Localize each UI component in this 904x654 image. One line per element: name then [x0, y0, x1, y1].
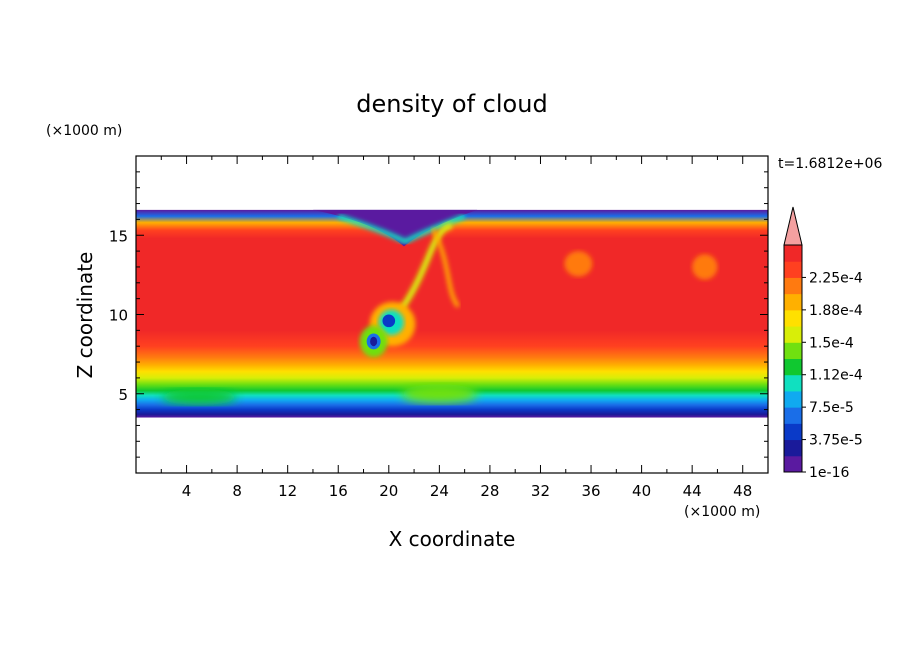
disturbance-features: [161, 209, 718, 405]
x-tick-label: 28: [480, 482, 499, 500]
time-label: t=1.6812e+06: [778, 156, 882, 172]
x-tick-label: 40: [632, 482, 651, 500]
colorbar-frame: [783, 244, 803, 473]
colorbar-segment: [784, 374, 802, 392]
colorbar-segment: [784, 390, 802, 408]
colorbar-label: 7.5e-5: [809, 400, 854, 416]
x-axis-label: X coordinate: [389, 527, 516, 551]
chart-title: density of cloud: [356, 90, 547, 118]
colorbar-segment: [784, 439, 802, 457]
colorbar-overflow-triangle: [783, 206, 803, 246]
colorbar-segment: [784, 407, 802, 424]
y-tick-label: 5: [118, 386, 128, 404]
colorbar-segment: [784, 309, 802, 327]
warm-spot-1: [564, 251, 593, 277]
y-axis-label: Z coordinate: [73, 252, 97, 379]
colorbar-segment: [784, 293, 802, 311]
x-tick-label: 44: [683, 482, 702, 500]
colorbar-label: 2.25e-4: [809, 270, 863, 286]
x-unit-label: (×1000 m): [684, 504, 760, 520]
top-dip-edge: [337, 213, 466, 245]
x-tick-label: 48: [733, 482, 752, 500]
x-tick-label: 32: [531, 482, 550, 500]
x-tick-label: 36: [581, 482, 600, 500]
colorbar-label: 3.75e-5: [809, 433, 863, 449]
colorbar-segment: [784, 358, 802, 376]
colorbar-segment: [784, 423, 802, 441]
eddy-core: [382, 314, 396, 328]
cloud-layer: [136, 209, 768, 418]
colorbar-segment: [784, 342, 802, 359]
x-tick-label: 24: [430, 482, 449, 500]
bottom-plume: [401, 384, 478, 404]
y-unit-label: (×1000 m): [46, 123, 122, 139]
y-tick-label: 10: [109, 307, 128, 325]
x-axis: 4 8 12 16 20 24 28 32 36 40 44 48: [160, 156, 752, 500]
warm-spot-2: [692, 254, 718, 280]
y-axis: 5 10 15: [109, 171, 768, 458]
colorbar: 1e-16 3.75e-5 7.5e-5 1.12e-4 1.5e-4 1.88e-4 2.…: [783, 206, 863, 481]
x-tick-label: 12: [278, 482, 297, 500]
plume-filament-2: [431, 228, 460, 308]
colorbar-segment: [784, 455, 802, 473]
y-tick-label: 15: [109, 227, 128, 245]
x-tick-label: 16: [329, 482, 348, 500]
colorbar-segment: [784, 277, 802, 295]
colorbar-segment: [784, 245, 802, 262]
colorbar-label: 1.5e-4: [809, 335, 854, 351]
colorbar-segment: [784, 326, 802, 343]
colorbar-label: 1.12e-4: [809, 368, 863, 384]
density-field: [136, 209, 768, 418]
colorbar-segment: [784, 261, 802, 278]
colorbar-label: 1e-16: [809, 465, 849, 481]
x-tick-label: 4: [182, 482, 192, 500]
colorbar-label: 1.88e-4: [809, 303, 863, 319]
bottom-ripple: [161, 388, 238, 405]
vortex-core: [370, 336, 378, 347]
x-tick-label: 8: [232, 482, 242, 500]
x-tick-label: 20: [379, 482, 398, 500]
